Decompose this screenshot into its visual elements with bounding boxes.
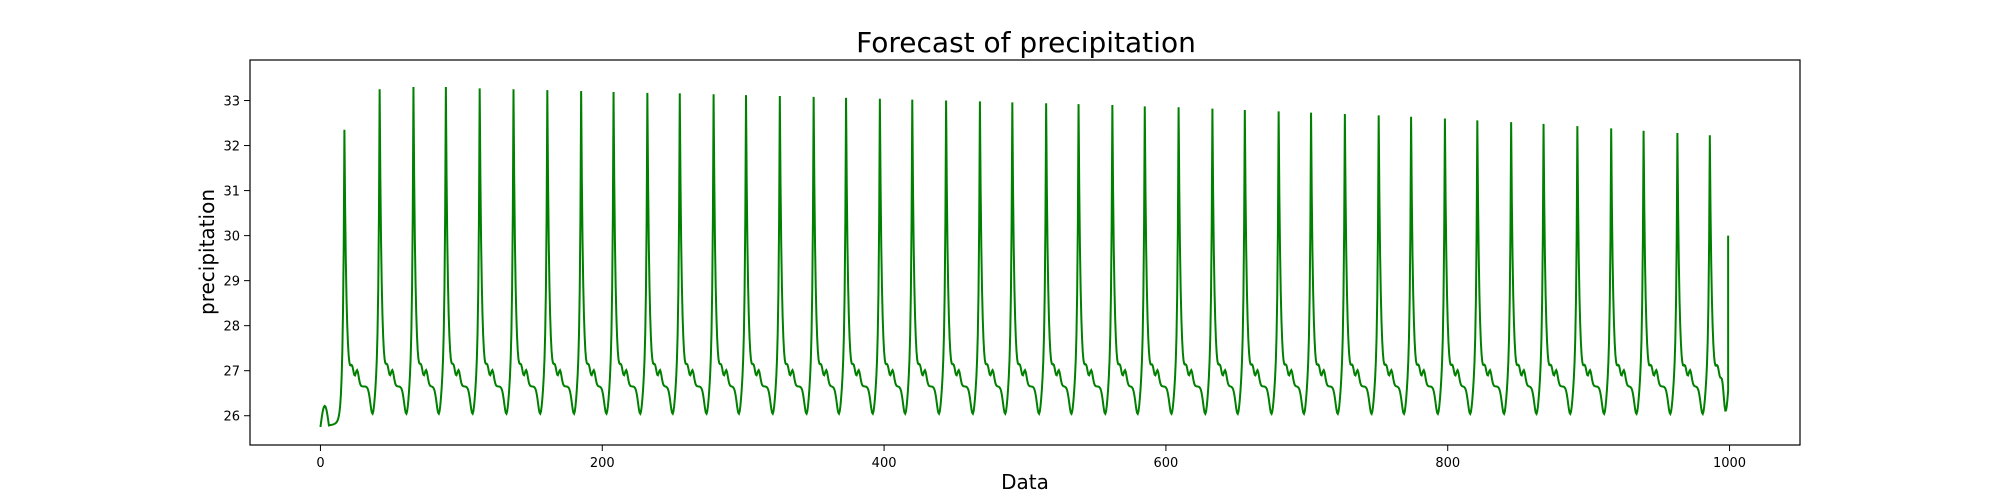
plot-area — [249, 59, 1801, 446]
y-tick-label: 29 — [223, 275, 240, 290]
x-tick-label: 400 — [872, 456, 897, 471]
x-tick-label: 1000 — [1713, 456, 1746, 471]
y-tick-label: 26 — [223, 410, 240, 425]
y-tick-label: 28 — [223, 320, 240, 335]
y-tick-label: 31 — [223, 185, 240, 200]
x-axis-label: Data — [1001, 470, 1049, 494]
y-axis: 26 27 28 29 30 31 32 33 — [223, 95, 250, 425]
x-tick-label: 0 — [316, 456, 324, 471]
chart-title: Forecast of precipitation — [856, 26, 1196, 59]
x-tick-label: 200 — [590, 456, 615, 471]
y-tick-label: 32 — [223, 140, 240, 155]
y-tick-label: 33 — [223, 95, 240, 110]
y-tick-label: 30 — [223, 230, 240, 245]
series-line-precipitation — [319, 87, 1730, 428]
x-tick-label: 800 — [1435, 456, 1460, 471]
y-tick-label: 27 — [223, 365, 240, 380]
y-axis-label: precipitation — [195, 189, 219, 315]
x-tick-label: 600 — [1153, 456, 1178, 471]
x-axis: 0 200 400 600 800 1000 — [316, 445, 1746, 471]
